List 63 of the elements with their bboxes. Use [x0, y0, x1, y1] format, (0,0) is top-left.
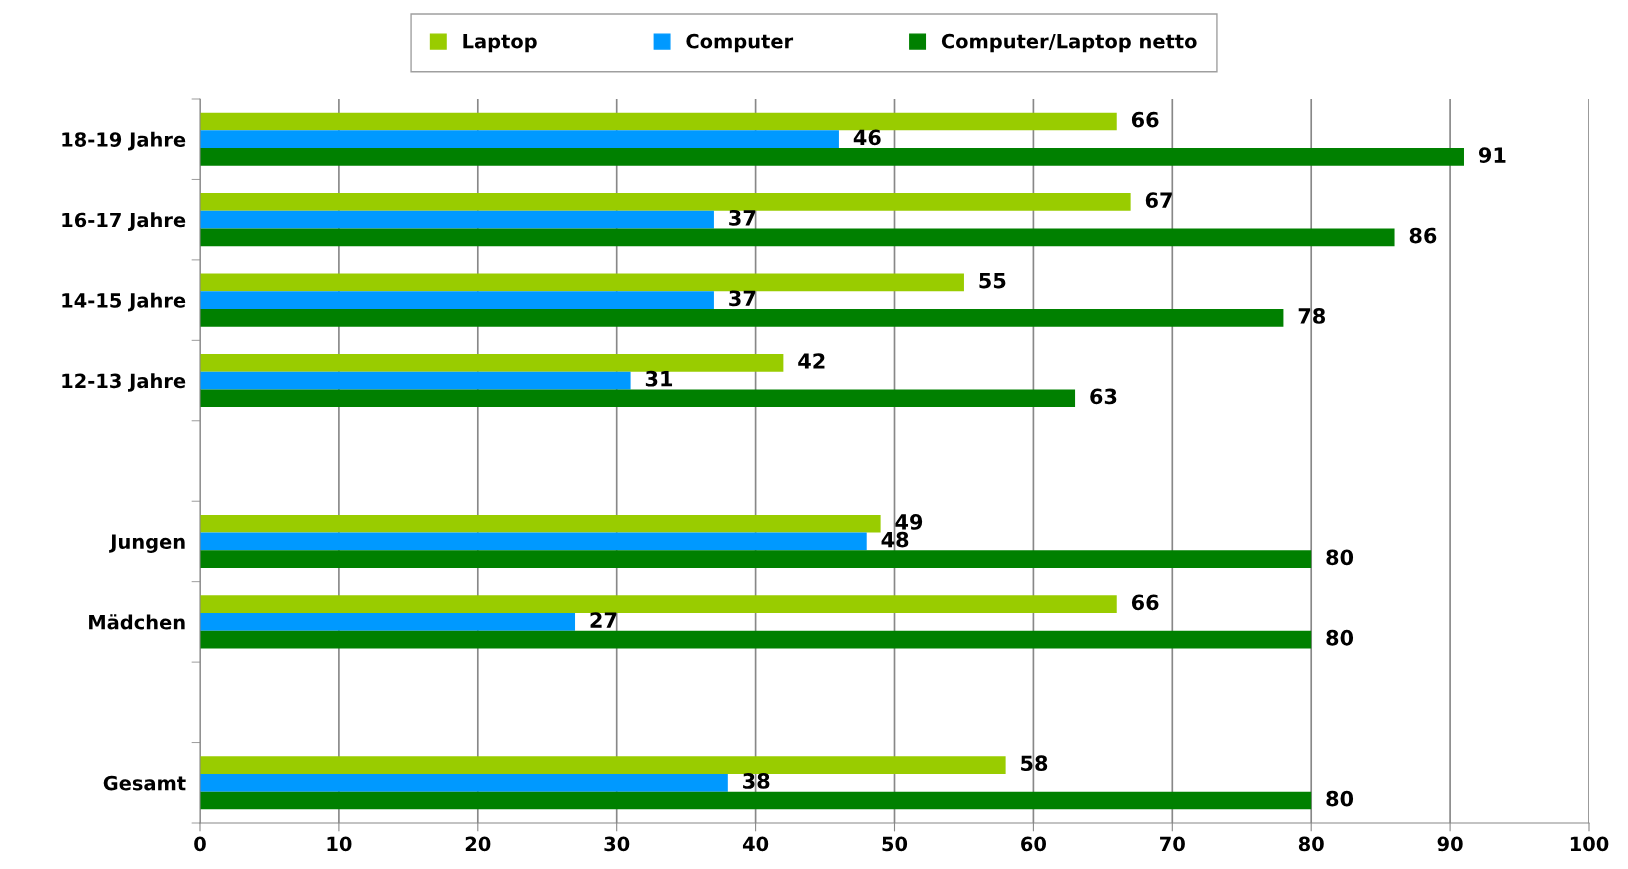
bar: [200, 630, 1312, 649]
x-tick-label: 30: [604, 836, 630, 852]
data-label: 27: [590, 612, 617, 628]
bar: [200, 354, 784, 372]
y-tick-label: Jungen: [109, 534, 185, 553]
y-tick-label: Gesamt: [103, 775, 186, 791]
x-tick-label: 80: [1298, 836, 1324, 852]
data-label: 49: [895, 514, 923, 530]
data-label: 66: [1131, 594, 1159, 611]
bar: [200, 756, 1006, 774]
bar: [200, 595, 1117, 614]
bar: [200, 228, 1395, 247]
bar: [200, 193, 1131, 211]
legend-label: Laptop: [463, 34, 537, 53]
x-tick-label: 0: [194, 836, 206, 852]
bar: [200, 371, 631, 390]
bar: [200, 273, 964, 292]
data-label: 37: [729, 290, 756, 307]
bar: [200, 112, 1117, 131]
y-tick-label: 12-13 Jahre: [62, 373, 186, 392]
data-label: 63: [1090, 388, 1117, 405]
data-label: 66: [1131, 111, 1159, 128]
y-tick-label: 14-15 Jahre: [62, 292, 186, 312]
bar: [200, 389, 1076, 408]
data-label: 58: [1021, 755, 1048, 772]
data-label: 80: [1326, 629, 1354, 646]
x-tick-label: 10: [327, 836, 352, 852]
data-label: 80: [1326, 549, 1354, 566]
bar: [200, 514, 881, 533]
y-tick-label: Mädchen: [89, 614, 185, 630]
y-tick-label: 18-19 Jahre: [62, 131, 186, 151]
bar: [200, 791, 1312, 810]
x-tick-label: 60: [1021, 836, 1046, 852]
data-label: 42: [798, 353, 825, 369]
data-label: 91: [1478, 147, 1506, 163]
bar: [200, 148, 1464, 166]
data-label: 55: [979, 272, 1006, 289]
legend-label: Computer: [686, 33, 794, 53]
x-tick-label: 100: [1570, 836, 1609, 852]
legend-label: Computer/Laptop netto: [941, 33, 1197, 53]
x-tick-label: 50: [882, 836, 908, 852]
bar: [200, 773, 728, 792]
data-label: 80: [1326, 790, 1354, 807]
data-label: 78: [1298, 308, 1326, 324]
data-label: 86: [1409, 227, 1437, 244]
data-label: 38: [743, 773, 770, 789]
x-tick-label: 40: [742, 836, 769, 852]
bar: [200, 532, 867, 551]
bar: [200, 613, 576, 631]
bar: [200, 210, 714, 229]
x-tick-label: 90: [1437, 836, 1463, 852]
y-tick-label: 16-17 Jahre: [62, 212, 186, 231]
bar: [200, 130, 839, 149]
data-label: 46: [853, 129, 881, 146]
data-label: 67: [1145, 192, 1172, 209]
bar: [200, 291, 714, 309]
bar: [200, 550, 1312, 568]
data-label: 31: [645, 370, 673, 387]
x-tick-label: 20: [465, 836, 491, 852]
data-label: 37: [729, 209, 756, 226]
bar: [200, 308, 1284, 327]
data-label: 48: [881, 531, 909, 548]
x-tick-label: 70: [1160, 836, 1185, 852]
